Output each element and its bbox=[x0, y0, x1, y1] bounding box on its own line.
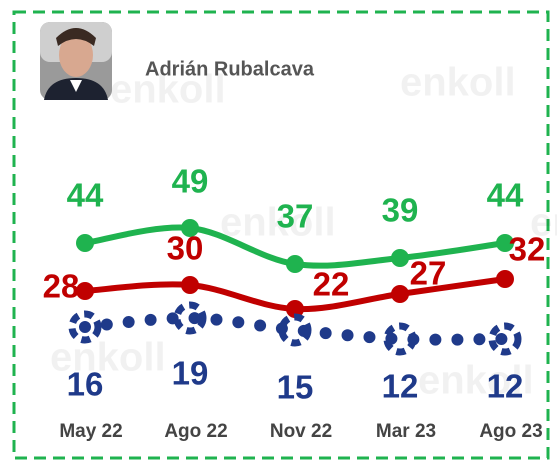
watermark: enkoll bbox=[400, 61, 516, 105]
series-line bbox=[79, 311, 511, 346]
value-label: 28 bbox=[43, 268, 80, 305]
value-label: 15 bbox=[277, 369, 314, 406]
watermark: enkoll bbox=[110, 68, 226, 112]
value-label: 22 bbox=[313, 266, 350, 303]
watermark: enkoll bbox=[220, 201, 336, 245]
value-label: 49 bbox=[172, 163, 209, 200]
frame bbox=[12, 10, 550, 460]
point bbox=[76, 282, 94, 300]
point bbox=[383, 322, 417, 356]
value-label: 37 bbox=[277, 198, 314, 235]
watermark: enkoll bbox=[530, 201, 557, 245]
avatar bbox=[40, 22, 112, 100]
value-label: 12 bbox=[487, 368, 524, 405]
point bbox=[173, 301, 207, 335]
point bbox=[286, 300, 304, 318]
value-label: 44 bbox=[487, 177, 524, 214]
point bbox=[76, 234, 94, 252]
value-label: 39 bbox=[382, 192, 419, 229]
chart-title: Adrián Rubalcava bbox=[145, 58, 315, 80]
watermark: enkoll bbox=[418, 359, 534, 403]
value-label: 12 bbox=[382, 368, 419, 405]
point bbox=[278, 313, 312, 347]
watermark: enkoll bbox=[50, 336, 166, 380]
point bbox=[181, 219, 199, 237]
point bbox=[496, 270, 514, 288]
point bbox=[391, 249, 409, 267]
x-tick-label: May 22 bbox=[59, 421, 122, 442]
point bbox=[488, 322, 522, 356]
point bbox=[496, 234, 514, 252]
value-label: 44 bbox=[67, 177, 104, 214]
point bbox=[286, 255, 304, 273]
x-tick-label: Ago 22 bbox=[164, 421, 227, 442]
x-tick-label: Nov 22 bbox=[270, 421, 332, 442]
value-label: 19 bbox=[172, 355, 209, 392]
value-label: 32 bbox=[509, 231, 546, 268]
point bbox=[391, 285, 409, 303]
x-tick-label: Mar 23 bbox=[376, 421, 436, 442]
x-tick-label: Ago 23 bbox=[479, 421, 542, 442]
value-label: 16 bbox=[67, 366, 104, 403]
point bbox=[181, 276, 199, 294]
point bbox=[68, 310, 102, 344]
value-label: 30 bbox=[167, 230, 204, 267]
value-label: 27 bbox=[410, 255, 447, 292]
